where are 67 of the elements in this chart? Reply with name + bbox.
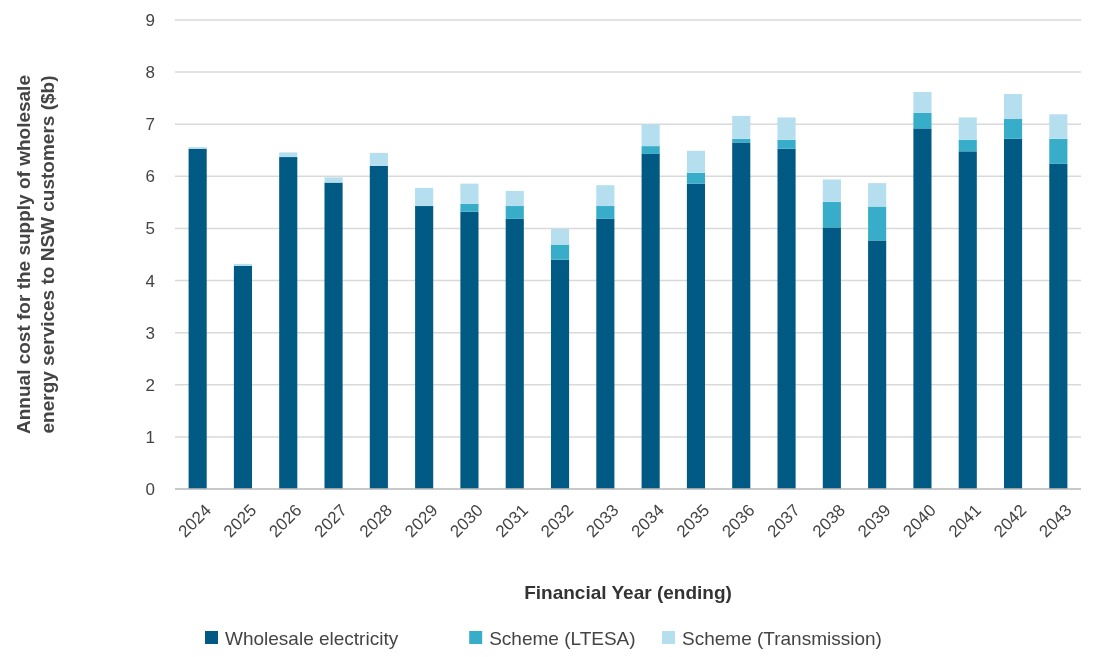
- bar: [1003, 138, 1023, 489]
- y-tick-label: 9: [145, 10, 155, 30]
- bar: [732, 115, 751, 139]
- y-tick-label: 4: [145, 271, 155, 291]
- bar: [822, 227, 841, 489]
- bar: [686, 150, 706, 173]
- bar: [596, 218, 615, 489]
- bar: [505, 218, 524, 489]
- bar: [505, 206, 524, 219]
- bar: [188, 148, 207, 489]
- bar: [505, 190, 524, 207]
- bar: [777, 148, 796, 489]
- bar: [822, 201, 841, 228]
- bar: [279, 157, 298, 489]
- y-tick-label: 3: [145, 323, 155, 343]
- bar: [460, 203, 479, 212]
- y-tick-label: 7: [145, 115, 155, 135]
- bar: [913, 91, 932, 113]
- bar: [233, 265, 253, 489]
- bar: [868, 206, 887, 241]
- bar: [1003, 119, 1023, 139]
- bar: [415, 206, 434, 489]
- bar: [868, 240, 887, 489]
- bar: [324, 182, 343, 489]
- bar: [460, 183, 479, 204]
- bar: [958, 151, 977, 489]
- bar: [777, 139, 796, 149]
- bar: [1049, 163, 1068, 489]
- bar: [460, 211, 479, 489]
- bar: [550, 228, 570, 245]
- bar: [596, 185, 615, 207]
- bar: [958, 117, 977, 140]
- bar: [732, 142, 751, 489]
- bar: [686, 183, 706, 489]
- bar: [641, 153, 660, 489]
- bar: [369, 152, 388, 166]
- bar: [550, 259, 570, 489]
- y-tick-label: 2: [145, 375, 155, 395]
- bar: [596, 206, 615, 219]
- y-tick-label: 8: [145, 63, 155, 83]
- bar: [913, 128, 932, 489]
- bar: [1049, 114, 1068, 139]
- bar: [641, 124, 660, 147]
- bar: [868, 183, 887, 207]
- y-tick-label: 0: [145, 479, 155, 499]
- bar: [822, 179, 841, 202]
- y-tick-label: 5: [145, 219, 155, 239]
- bar: [415, 187, 434, 207]
- y-axis-title: Annual cost for the supply of wholesale energy services to NSW customers ($b): [13, 75, 58, 434]
- bar: [369, 165, 388, 489]
- legend-label: Wholesale electricity: [225, 627, 399, 649]
- y-tick-label: 6: [145, 167, 155, 187]
- bar: [958, 139, 977, 152]
- y-tick-label: 1: [145, 427, 155, 447]
- bar: [777, 117, 796, 140]
- bar: [1003, 94, 1023, 120]
- bar: [1049, 138, 1068, 164]
- bar: [913, 112, 932, 129]
- bar: [324, 177, 343, 183]
- bar: [686, 172, 706, 184]
- legend-label: Scheme (LTESA): [489, 627, 636, 649]
- bar: [641, 146, 660, 154]
- bar: [233, 263, 253, 266]
- legend-label: Scheme (Transmission): [682, 627, 882, 649]
- bar: [279, 152, 298, 158]
- bar: [550, 244, 570, 260]
- x-axis-title: Financial Year (ending): [524, 582, 732, 603]
